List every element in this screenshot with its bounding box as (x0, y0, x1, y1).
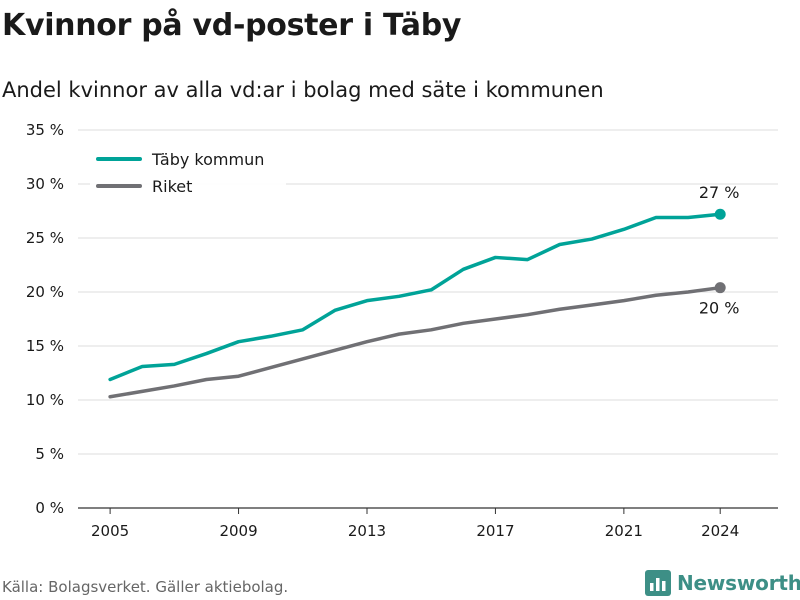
source-note: Källa: Bolagsverket. Gäller aktiebolag. (2, 578, 289, 596)
x-tick-label: 2021 (605, 522, 643, 540)
x-tick-label: 2005 (91, 522, 129, 540)
y-tick-label: 30 % (26, 175, 64, 193)
chart-subtitle: Andel kvinnor av alla vd:ar i bolag med … (2, 78, 604, 102)
series-line-riket (108, 285, 722, 399)
chart-title: Kvinnor på vd-poster i Täby (2, 8, 462, 43)
legend-label: Riket (152, 177, 192, 196)
end-label-riket: 20 % (699, 299, 740, 318)
x-tick-label: 2024 (701, 522, 739, 540)
y-tick-label: 35 % (26, 121, 64, 139)
end-label-taby: 27 % (699, 183, 740, 202)
y-tick-label: 10 % (26, 391, 64, 409)
y-tick-label: 5 % (35, 445, 64, 463)
end-point-taby (714, 208, 726, 220)
line-chart: 0 % 5 % 10 % 15 % 20 % 25 % 30 % 35 % 2005 2009 20… (26, 121, 778, 540)
series-line-taby (108, 212, 722, 382)
legend-label: Täby kommun (151, 150, 264, 169)
end-point-riket (714, 282, 726, 294)
y-tick-label: 20 % (26, 283, 64, 301)
x-tick-label: 2017 (476, 522, 514, 540)
y-tick-label: 25 % (26, 229, 64, 247)
y-tick-label: 0 % (35, 499, 64, 517)
legend-background (90, 142, 286, 200)
brand-name: Newsworthy (677, 571, 800, 595)
x-tick-label: 2013 (348, 522, 386, 540)
y-tick-label: 15 % (26, 337, 64, 355)
bar-chart-icon (645, 570, 671, 596)
brand-logo: Newsworthy (645, 570, 800, 596)
x-tick-label: 2009 (219, 522, 257, 540)
